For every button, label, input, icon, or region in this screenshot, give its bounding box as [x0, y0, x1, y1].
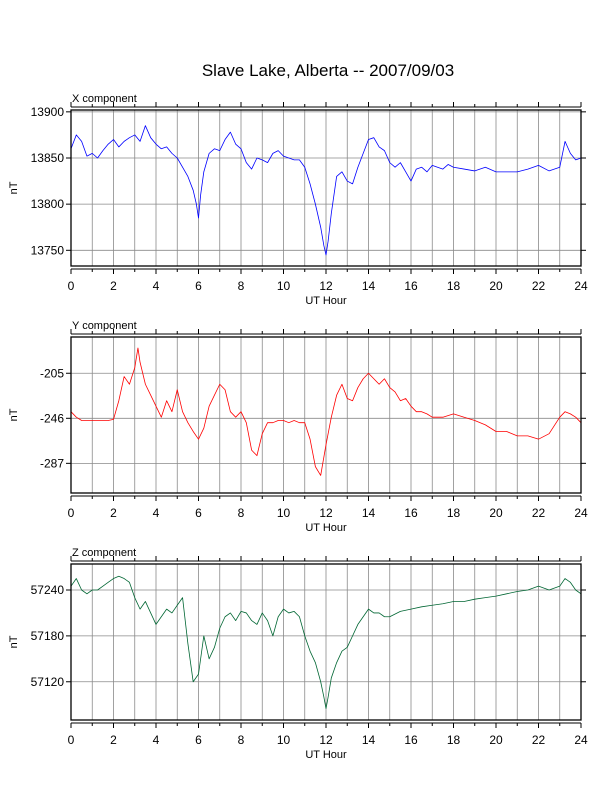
x-tick-label: 22 — [532, 279, 546, 293]
y-tick-label: 13800 — [31, 197, 65, 211]
x-tick-label: 14 — [362, 506, 376, 520]
y-axis-label: nT — [8, 408, 20, 421]
plot-frame — [70, 336, 582, 494]
x-tick-label: 14 — [362, 733, 376, 747]
x-tick-label: 14 — [362, 279, 376, 293]
figure-title: Slave Lake, Alberta -- 2007/09/03 — [202, 61, 454, 80]
x-tick-label: 4 — [153, 733, 160, 747]
x-tick-label: 0 — [68, 733, 75, 747]
series-line — [70, 125, 582, 256]
x-tick-label: 22 — [532, 506, 546, 520]
x-tick-label: 0 — [68, 506, 75, 520]
x-tick-label: 6 — [195, 733, 202, 747]
y-tick-label: 13850 — [31, 151, 65, 165]
x-tick-label: 24 — [574, 506, 588, 520]
x-tick-label: 16 — [404, 279, 418, 293]
y-axis-label: nT — [8, 181, 20, 194]
y-tick-label: 57240 — [31, 583, 65, 597]
x-tick-label: 6 — [195, 279, 202, 293]
y-tick-label: 13900 — [31, 105, 65, 119]
y-tick-label: 13750 — [31, 243, 65, 257]
panel-title: X component — [72, 93, 137, 105]
x-tick-label: 4 — [153, 279, 160, 293]
y-tick-label: 57180 — [31, 629, 65, 643]
panel-title: Z component — [72, 547, 136, 559]
x-tick-label: 4 — [153, 506, 160, 520]
x-tick-label: 22 — [532, 733, 546, 747]
y-axis-label: nT — [8, 635, 20, 648]
x-axis-label: UT Hour — [305, 522, 347, 534]
x-tick-label: 2 — [110, 506, 117, 520]
y-tick-label: -287 — [40, 456, 64, 470]
x-tick-label: 18 — [447, 506, 461, 520]
x-tick-label: 2 — [110, 279, 117, 293]
x-tick-label: 8 — [238, 506, 245, 520]
x-tick-label: 24 — [574, 733, 588, 747]
y-tick-label: -205 — [40, 366, 64, 380]
x-tick-label: 24 — [574, 279, 588, 293]
x-tick-label: 0 — [68, 279, 75, 293]
x-tick-label: 2 — [110, 733, 117, 747]
x-tick-label: 18 — [447, 733, 461, 747]
x-tick-label: 10 — [277, 733, 291, 747]
x-tick-label: 12 — [319, 506, 333, 520]
x-axis-label: UT Hour — [305, 295, 347, 307]
x-tick-label: 20 — [489, 279, 503, 293]
y-tick-label: 57120 — [31, 675, 65, 689]
x-tick-label: 20 — [489, 733, 503, 747]
series-line — [70, 575, 582, 709]
plot-frame — [70, 563, 582, 721]
x-tick-label: 16 — [404, 506, 418, 520]
series-line — [70, 347, 582, 476]
x-tick-label: 10 — [277, 279, 291, 293]
x-tick-label: 6 — [195, 506, 202, 520]
x-tick-label: 10 — [277, 506, 291, 520]
x-tick-label: 12 — [319, 733, 333, 747]
y-tick-label: -246 — [40, 411, 64, 425]
plot-frame — [70, 109, 582, 267]
x-tick-label: 8 — [238, 279, 245, 293]
x-axis-label: UT Hour — [305, 749, 347, 761]
x-tick-label: 16 — [404, 733, 418, 747]
x-tick-label: 8 — [238, 733, 245, 747]
panel-title: Y component — [72, 320, 137, 332]
x-tick-label: 12 — [319, 279, 333, 293]
x-tick-label: 18 — [447, 279, 461, 293]
x-tick-label: 20 — [489, 506, 503, 520]
